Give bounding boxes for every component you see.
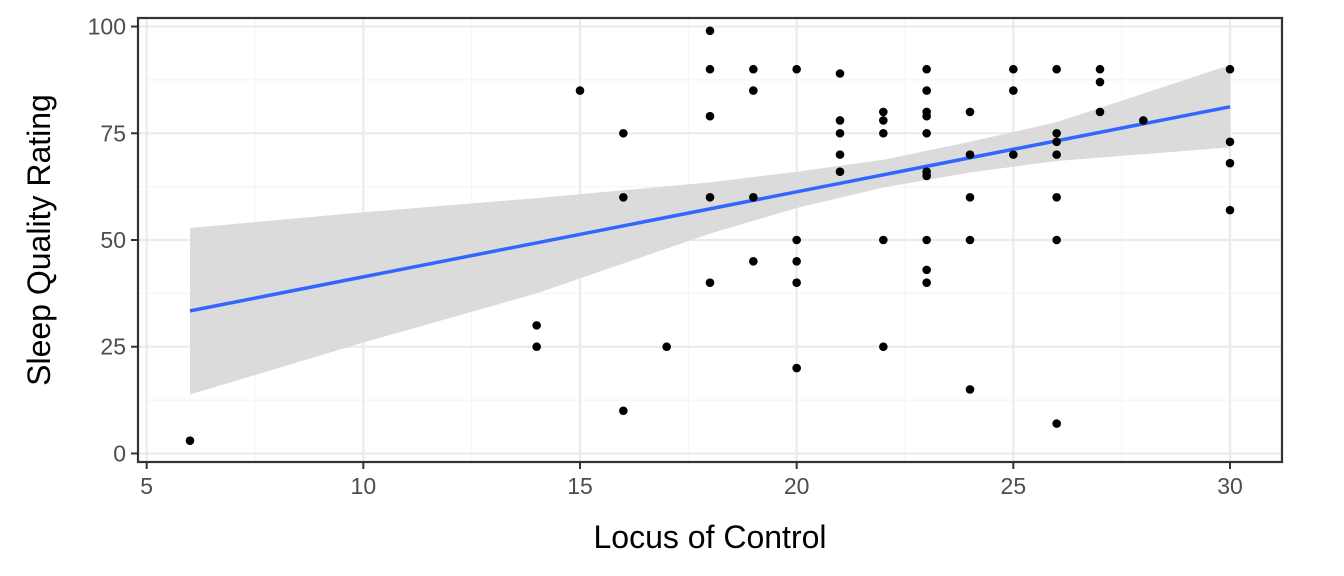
- data-point: [705, 26, 715, 36]
- data-point: [922, 86, 931, 95]
- data-point: [922, 111, 931, 121]
- data-point: [1095, 107, 1105, 117]
- data-point: [1225, 158, 1235, 168]
- data-point: [575, 86, 585, 95]
- data-point: [1009, 150, 1018, 159]
- data-point: [965, 150, 975, 159]
- data-point: [532, 342, 541, 352]
- data-point: [1052, 150, 1061, 159]
- data-point: [705, 64, 715, 74]
- data-point: [619, 406, 628, 416]
- data-point: [619, 128, 628, 138]
- data-point: [965, 235, 975, 245]
- data-point: [1052, 193, 1061, 202]
- data-point: [792, 278, 801, 287]
- data-point: [922, 128, 931, 138]
- data-point: [792, 235, 801, 245]
- data-point: [879, 342, 888, 352]
- y-tick-label: 75: [100, 120, 126, 146]
- data-point: [532, 321, 541, 330]
- data-point: [879, 235, 888, 245]
- y-tick-label: 0: [113, 440, 126, 466]
- data-point: [1225, 137, 1235, 147]
- x-axis: 5 10 15 20 25 30: [140, 462, 1243, 499]
- data-point: [1225, 64, 1235, 74]
- data-point: [1095, 77, 1105, 87]
- data-point: [835, 167, 845, 176]
- data-point: [922, 64, 931, 74]
- x-tick-label: 10: [351, 473, 377, 499]
- x-tick-label: 25: [1001, 473, 1027, 499]
- data-point: [835, 69, 845, 78]
- y-tick-label: 50: [100, 227, 126, 253]
- data-point: [185, 436, 195, 445]
- data-point: [619, 193, 628, 202]
- data-point: [792, 363, 801, 373]
- data-point: [705, 111, 715, 121]
- data-point: [1052, 64, 1061, 74]
- y-axis-title: Sleep Quality Rating: [21, 94, 57, 386]
- data-point: [1009, 64, 1018, 74]
- y-axis: 0 25 50 75 100: [88, 14, 138, 466]
- x-tick-label: 15: [567, 473, 593, 499]
- data-point: [922, 235, 931, 245]
- data-point: [749, 257, 758, 266]
- data-point: [705, 278, 715, 287]
- data-point: [879, 107, 888, 117]
- x-tick-label: 20: [784, 473, 810, 499]
- data-point: [1139, 116, 1148, 125]
- data-point: [922, 278, 931, 287]
- data-point: [922, 171, 931, 181]
- data-point: [922, 265, 931, 275]
- data-point: [792, 257, 801, 266]
- confidence-band: [190, 64, 1230, 395]
- data-point: [879, 116, 888, 125]
- data-point: [965, 385, 975, 394]
- data-point: [749, 193, 758, 202]
- data-point: [792, 64, 801, 74]
- x-tick-label: 30: [1217, 473, 1243, 499]
- data-point: [965, 193, 975, 202]
- data-point: [835, 128, 845, 138]
- data-point: [1009, 86, 1018, 95]
- data-point: [879, 128, 888, 138]
- data-point: [1225, 205, 1235, 215]
- y-tick-label: 25: [100, 334, 126, 360]
- data-point: [1052, 235, 1061, 245]
- data-point: [835, 150, 845, 159]
- data-point: [749, 86, 758, 95]
- y-tick-label: 100: [88, 14, 126, 40]
- data-point: [835, 116, 845, 125]
- data-point: [1052, 137, 1061, 147]
- x-axis-title: Locus of Control: [593, 519, 826, 555]
- data-point: [1052, 419, 1061, 428]
- data-point: [662, 342, 671, 352]
- data-point: [705, 193, 715, 202]
- data-point: [1095, 64, 1105, 74]
- x-tick-label: 5: [140, 473, 153, 499]
- data-point: [749, 64, 758, 74]
- data-point: [1052, 128, 1061, 138]
- data-point: [965, 107, 975, 117]
- data-points: [185, 26, 1235, 445]
